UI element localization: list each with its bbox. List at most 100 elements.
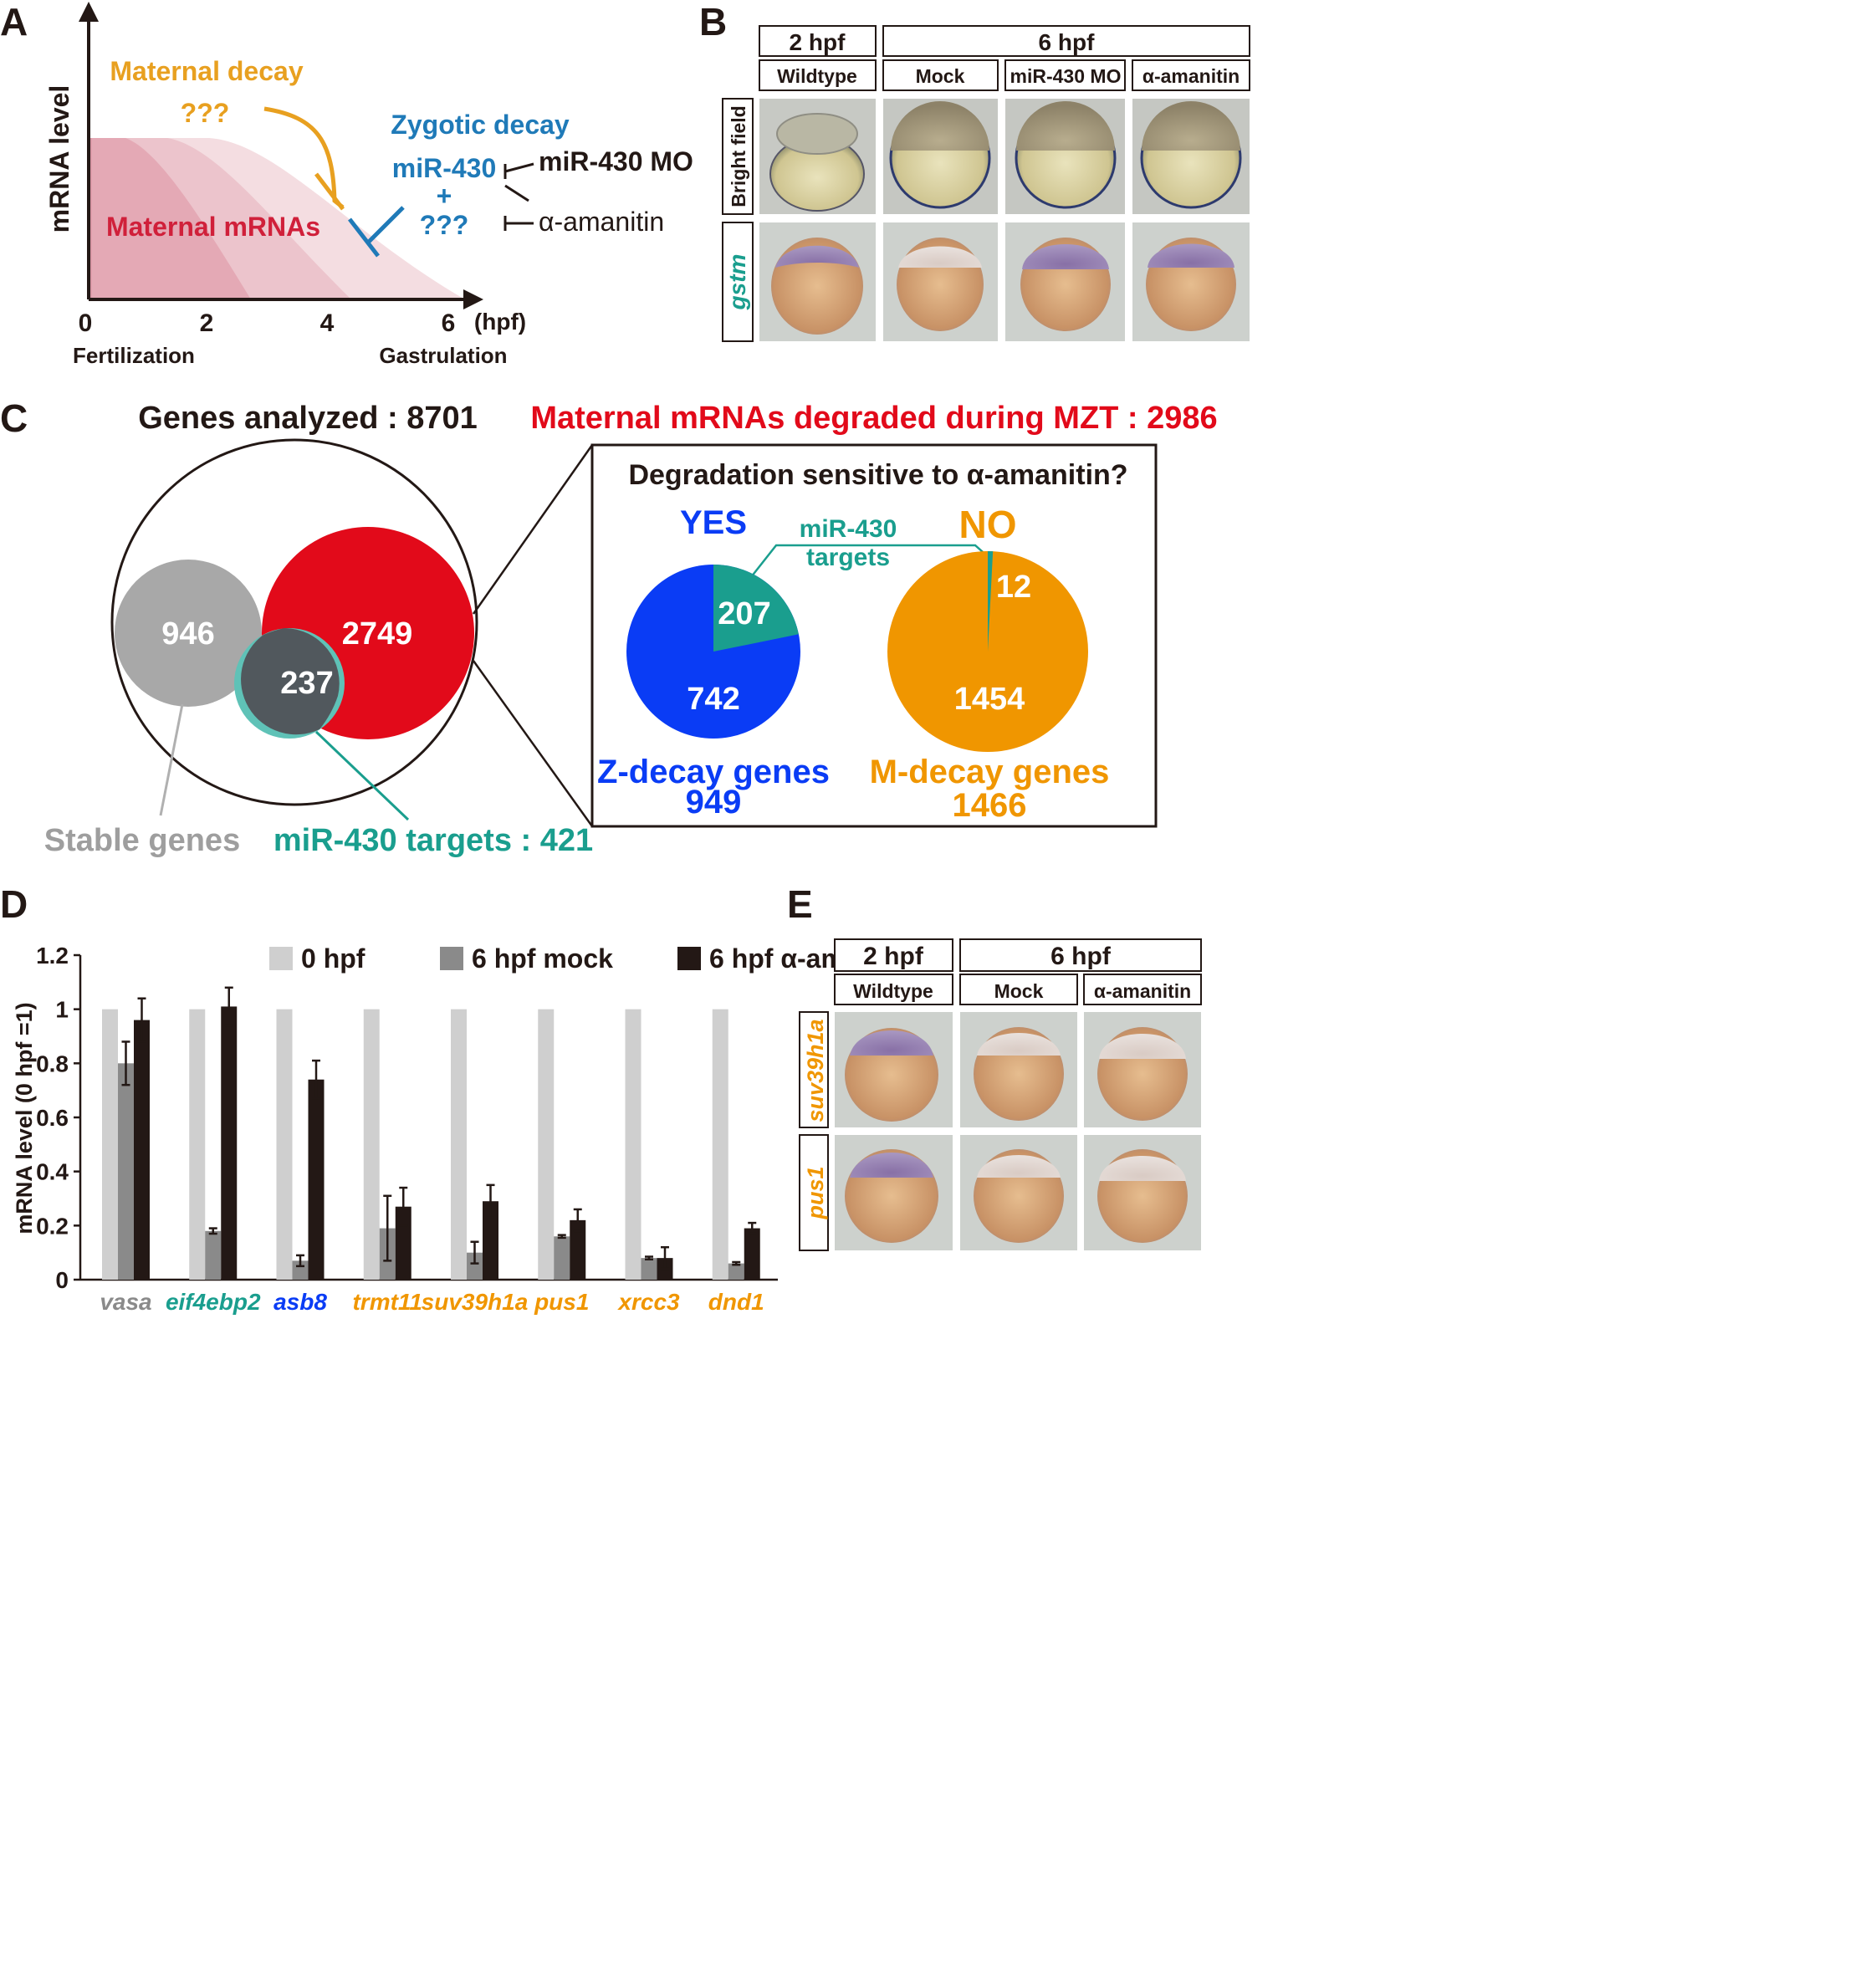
d-category-label: pus1	[534, 1289, 589, 1315]
a-mir430: miR-430	[392, 153, 497, 183]
a-zygotic-inhibition	[366, 206, 405, 244]
b-time-2: 2 hpf	[790, 29, 846, 55]
e-ish-pus-amanitin	[1084, 1135, 1201, 1250]
d-legend-label: 6 hpf mock	[472, 943, 613, 974]
c-mdecay-total: 1466	[953, 787, 1027, 824]
b-time-6: 6 hpf	[1039, 29, 1096, 55]
a-maternal-inhibition	[263, 106, 345, 209]
e-cond-wildtype: Wildtype	[853, 980, 933, 1002]
d-bar	[102, 1009, 118, 1280]
d-y-tick-label: 0.4	[36, 1159, 69, 1185]
d-bar	[134, 1020, 150, 1280]
panel-c-letter: C	[0, 396, 28, 440]
c-pie-zdecay	[626, 565, 800, 739]
d-category-label: vasa	[100, 1289, 151, 1315]
c-pie-mir-label-2: targets	[806, 544, 890, 571]
a-zygotic-decay: Zygotic decay	[391, 110, 570, 140]
c-stable-label: Stable genes	[44, 823, 240, 858]
c-genes-analyzed: Genes analyzed : 8701	[138, 401, 478, 436]
c-mdecay-title: M-decay genes	[870, 754, 1110, 790]
c-pie-z-mir-count: 207	[718, 596, 770, 631]
a-tick-6: 6	[442, 309, 456, 337]
b-brightfield-mo	[1005, 99, 1125, 214]
e-time-6: 6 hpf	[1050, 943, 1112, 970]
e-cond-amanitin: α-amanitin	[1094, 980, 1191, 1002]
d-y-tick-label: 1.2	[36, 943, 69, 969]
a-tick-0: 0	[79, 309, 93, 337]
d-bar	[744, 1228, 760, 1280]
b-cond-amanitin: α-amanitin	[1142, 65, 1240, 87]
c-pie-z-other-count: 742	[687, 682, 739, 717]
c-zdecay-total: 949	[686, 784, 742, 820]
a-tick-2: 2	[200, 309, 214, 337]
a-amanitin: α-amanitin	[539, 207, 664, 237]
e-row-pus1: pus1	[803, 1166, 828, 1219]
d-bar	[308, 1079, 325, 1280]
b-brightfield-mock	[883, 99, 998, 214]
c-venn-degraded-count: 2749	[342, 616, 413, 652]
c-pie-m-other-count: 1454	[954, 682, 1025, 717]
d-bar	[625, 1009, 642, 1280]
d-y-tick-label: 0.2	[36, 1213, 69, 1239]
d-bar	[712, 1009, 728, 1280]
d-legend-swatch	[677, 947, 701, 970]
d-bar	[451, 1009, 467, 1280]
d-bar	[205, 1230, 222, 1280]
b-cond-mo: miR-430 MO	[1010, 65, 1122, 87]
b-ish-wildtype	[759, 222, 876, 341]
d-bar-chart: 0 0.2 0.4 0.6 0.8 1 1.2 vasa eif4ebp2 asb8 trmt11s…	[36, 943, 778, 1315]
a-maternal-q: ???	[181, 98, 230, 128]
panel-a: A mRNA level 0 2 4 6 (hpf) Fertilization…	[0, 0, 693, 368]
d-y-tick-label: 0	[55, 1267, 69, 1293]
e-ish-suv-mock	[960, 1012, 1077, 1127]
d-category-label: eif4ebp2	[166, 1289, 261, 1315]
d-category-label: dnd1	[708, 1289, 764, 1315]
a-fertilization: Fertilization	[73, 343, 195, 368]
e-ish-suv-wildtype	[835, 1012, 953, 1127]
a-gastrulation: Gastrulation	[379, 343, 507, 368]
b-ish-mo	[1005, 222, 1125, 341]
c-pie-mir-label-1: miR-430	[800, 515, 897, 543]
panel-d-letter: D	[0, 882, 28, 926]
a-mo: miR-430 MO	[539, 146, 693, 176]
pie-slice-mir430	[713, 565, 799, 652]
d-bar	[189, 1009, 206, 1280]
d-bar	[570, 1219, 586, 1280]
d-category-label: trmt11	[352, 1289, 422, 1315]
d-bar	[467, 1252, 483, 1280]
d-bar	[363, 1009, 380, 1280]
a-x-unit: (hpf)	[474, 309, 526, 335]
d-bar	[118, 1063, 134, 1280]
pie-slice-mir430	[988, 551, 994, 652]
d-category-label: suv39h1a	[422, 1289, 529, 1315]
c-venn-all-genes	[110, 438, 478, 806]
b-row-brightfield: Bright field	[728, 105, 749, 207]
a-maternal-mrnas: Maternal mRNAs	[106, 212, 320, 242]
c-venn-stable	[115, 560, 262, 707]
panel-a-letter: A	[0, 0, 28, 43]
c-yes: YES	[680, 504, 747, 541]
panel-e: E 2 hpf 6 hpf Wildtype Mock α-amanitin s…	[787, 882, 1202, 1251]
a-zygotic-q: ???	[420, 210, 469, 240]
c-zdecay-title: Z-decay genes	[597, 754, 830, 790]
b-ish-mock	[883, 222, 998, 341]
d-y-tick-label: 1	[55, 997, 69, 1023]
c-venn-overlap-count: 237	[280, 666, 333, 701]
c-pie-mdecay	[887, 551, 1088, 752]
d-bar	[641, 1258, 657, 1280]
d-bar	[276, 1009, 293, 1280]
b-cond-mock: Mock	[916, 65, 965, 87]
d-bar	[538, 1009, 555, 1280]
panel-d: D mRNA level (0 hpf =1) 0 hpf 6 hpf mock 6…	[0, 882, 916, 1315]
d-legend-swatch	[440, 947, 463, 970]
b-ish-amanitin	[1132, 222, 1250, 341]
d-y-tick-label: 0.8	[36, 1050, 69, 1076]
c-degraded-title: Maternal mRNAs degraded during MZT : 298…	[530, 401, 1217, 436]
e-time-2: 2 hpf	[863, 943, 924, 970]
e-cond-mock: Mock	[994, 980, 1044, 1002]
d-category-label: xrcc3	[616, 1289, 680, 1315]
panel-b: B 2 hpf 6 hpf Wildtype Mock miR-430 MO α…	[699, 0, 1250, 342]
b-cond-wildtype: Wildtype	[777, 65, 857, 87]
d-legend-label: 0 hpf	[301, 943, 365, 974]
d-legend-swatch	[269, 947, 293, 970]
